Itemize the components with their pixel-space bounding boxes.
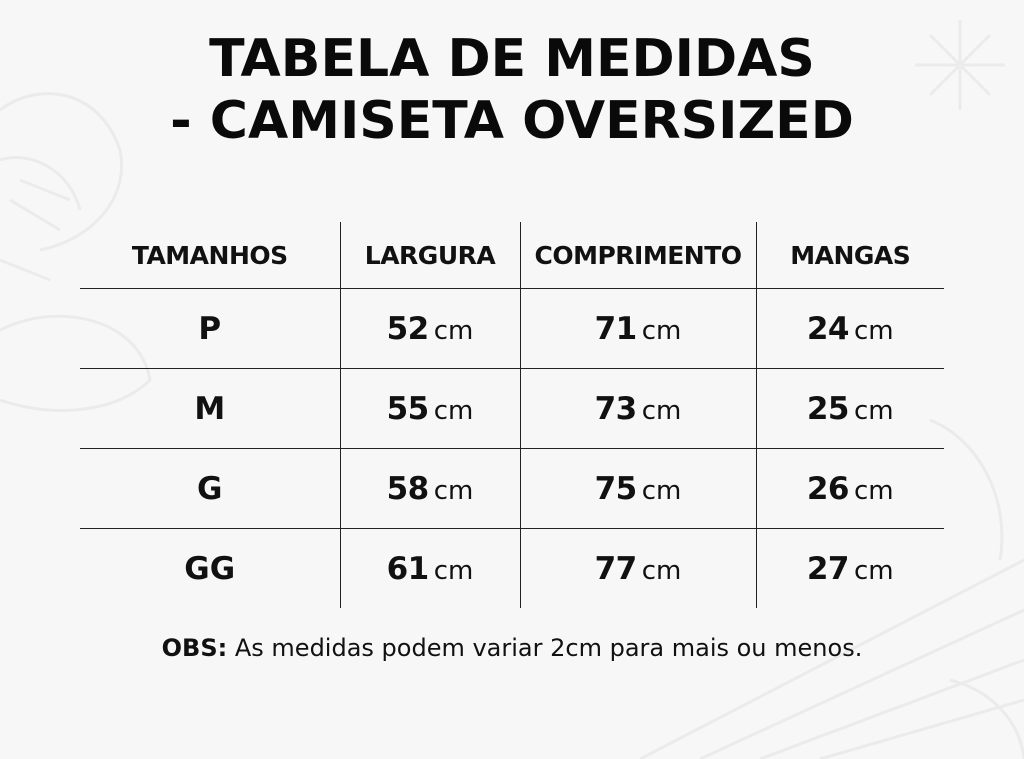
unit: cm — [854, 475, 894, 506]
size-cell: G — [80, 448, 340, 529]
value: 24 — [806, 310, 850, 347]
value: 55 — [386, 390, 430, 427]
value: 75 — [594, 470, 638, 507]
value: 52 — [386, 310, 430, 347]
value: 58 — [386, 470, 430, 507]
size-table: TAMANHOS LARGURA COMPRIMENTO MANGAS P 52… — [80, 222, 944, 608]
unit: cm — [433, 555, 474, 586]
mangas-cell: 27 cm — [755, 528, 944, 608]
unit: cm — [641, 395, 682, 426]
table-row: G 58 cm 75 cm 26 cm — [80, 448, 944, 529]
unit: cm — [641, 315, 682, 346]
unit: cm — [854, 555, 894, 586]
table-row: M 55 cm 73 cm 25 cm — [80, 368, 944, 449]
comprimento-cell: 71 cm — [519, 288, 756, 369]
value: 71 — [594, 310, 638, 347]
header-mangas: MANGAS — [755, 222, 944, 289]
value: 26 — [806, 470, 850, 507]
value: 27 — [806, 550, 850, 587]
mangas-cell: 25 cm — [755, 368, 944, 449]
size-cell: GG — [80, 528, 340, 608]
note-label: OBS: — [161, 634, 228, 662]
table-header-row: TAMANHOS LARGURA COMPRIMENTO MANGAS — [80, 222, 944, 289]
unit: cm — [854, 395, 894, 426]
size-cell: P — [80, 288, 340, 369]
largura-cell: 58 cm — [339, 448, 520, 529]
measurement-note: OBS: As medidas podem variar 2cm para ma… — [0, 634, 1024, 662]
comprimento-cell: 75 cm — [519, 448, 756, 529]
header-tamanhos: TAMANHOS — [131, 240, 288, 270]
mangas-cell: 26 cm — [755, 448, 944, 529]
largura-cell: 61 cm — [339, 528, 520, 608]
largura-cell: 55 cm — [339, 368, 520, 449]
mangas-cell: 24 cm — [755, 288, 944, 369]
value: 25 — [806, 390, 850, 427]
table-row: P 52 cm 71 cm 24 cm — [80, 288, 944, 369]
title-line-1: TABELA DE MEDIDAS — [209, 29, 815, 89]
unit: cm — [641, 555, 682, 586]
title-line-2: - CAMISETA OVERSIZED — [170, 91, 854, 151]
largura-cell: 52 cm — [339, 288, 520, 369]
unit: cm — [854, 315, 894, 346]
value: 73 — [594, 390, 638, 427]
comprimento-cell: 73 cm — [519, 368, 756, 449]
header-largura: LARGURA — [339, 222, 520, 289]
value: 61 — [386, 550, 430, 587]
comprimento-cell: 77 cm — [519, 528, 756, 608]
unit: cm — [433, 315, 474, 346]
value: 77 — [594, 550, 638, 587]
unit: cm — [433, 395, 474, 426]
header-comprimento: COMPRIMENTO — [519, 222, 756, 289]
page-title: TABELA DE MEDIDAS - CAMISETA OVERSIZED — [0, 28, 1024, 152]
size-cell: M — [80, 368, 340, 449]
note-text: As medidas podem variar 2cm para mais ou… — [234, 634, 863, 662]
unit: cm — [641, 475, 682, 506]
table-row: GG 61 cm 77 cm 27 cm — [80, 528, 944, 608]
unit: cm — [433, 475, 474, 506]
